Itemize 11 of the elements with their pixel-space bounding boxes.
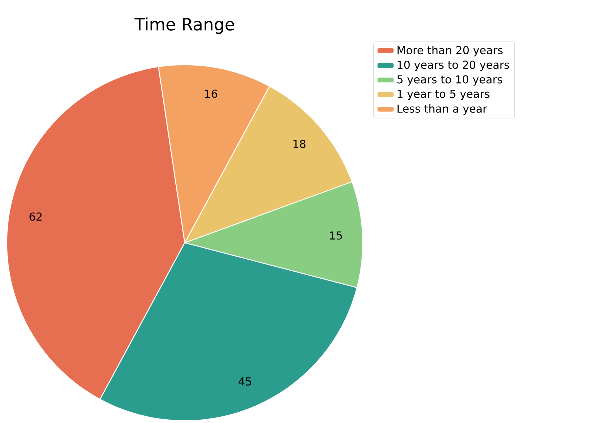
- chart-title: Time Range: [134, 18, 234, 34]
- legend-label: 5 years to 10 years: [398, 75, 502, 86]
- legend-label: 1 year to 5 years: [398, 90, 490, 100]
- legend-label: 10 years to 20 years: [398, 60, 510, 72]
- data-label: 62: [30, 212, 42, 221]
- data-label: 15: [330, 232, 342, 240]
- data-label: 16: [205, 90, 218, 98]
- data-label: 18: [294, 140, 306, 148]
- legend-label: Less than a year: [398, 104, 488, 116]
- data-label: 45: [238, 378, 252, 386]
- legend-label: More than 20 years: [398, 46, 503, 57]
